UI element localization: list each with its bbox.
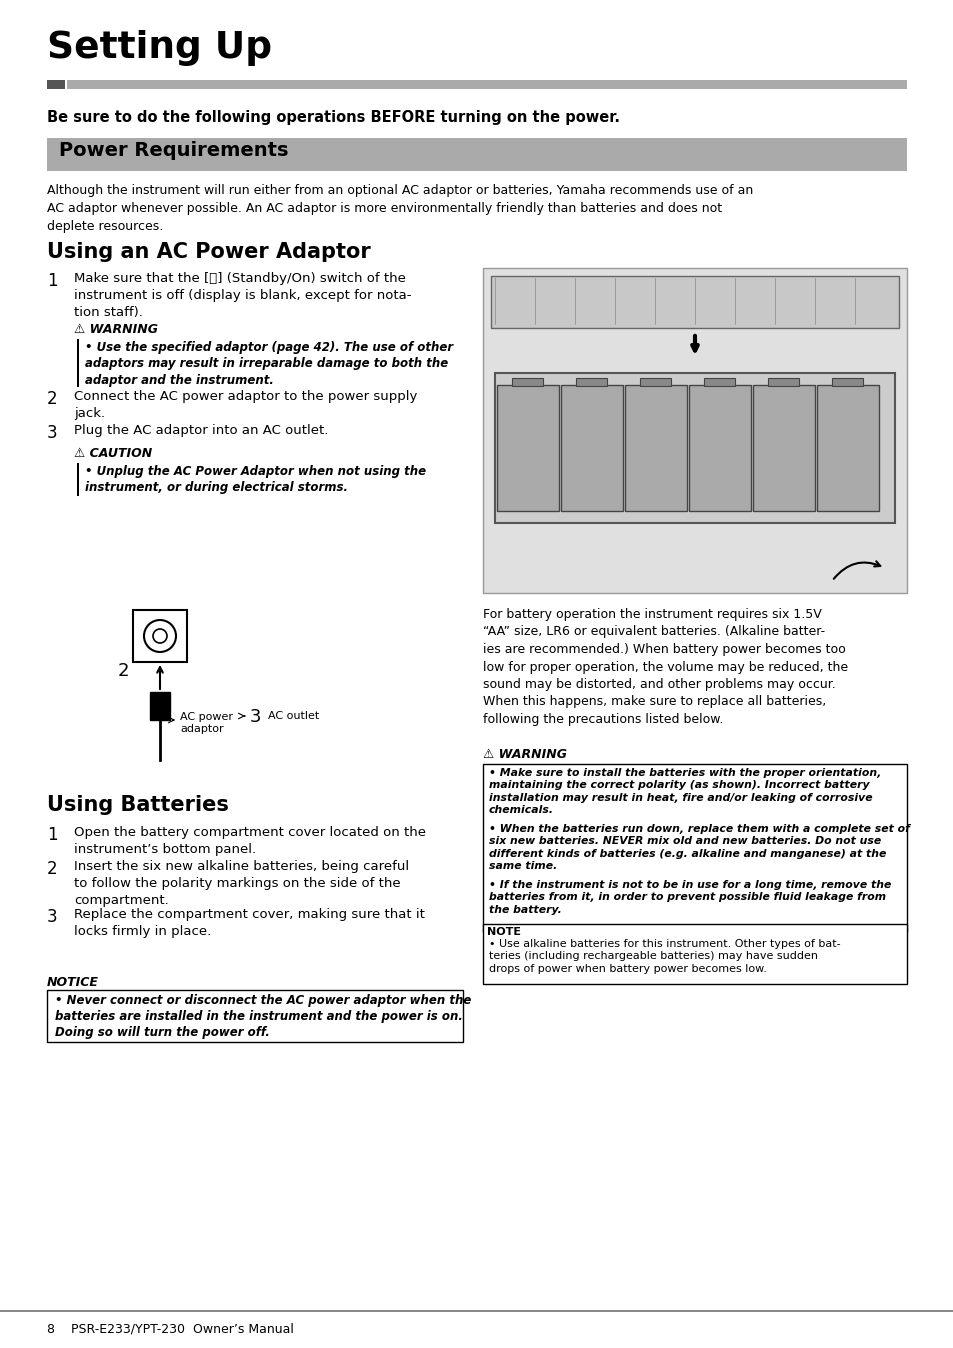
Bar <box>47 80 65 89</box>
Bar <box>560 386 622 511</box>
Text: 8    PSR-E233/YPT-230  Owner’s Manual: 8 PSR-E233/YPT-230 Owner’s Manual <box>47 1322 294 1335</box>
Text: 2: 2 <box>118 662 130 679</box>
Text: Connect the AC power adaptor to the power supply
jack.: Connect the AC power adaptor to the powe… <box>74 390 417 421</box>
Text: Replace the compartment cover, making sure that it
locks firmly in place.: Replace the compartment cover, making su… <box>74 909 424 938</box>
Bar <box>482 268 906 593</box>
Text: NOTICE: NOTICE <box>47 976 99 989</box>
Bar <box>67 80 906 89</box>
Bar <box>576 377 606 386</box>
Bar <box>831 377 862 386</box>
Bar <box>752 386 814 511</box>
Text: 1: 1 <box>47 272 57 290</box>
Text: 2: 2 <box>47 390 57 408</box>
Text: 2: 2 <box>47 860 57 878</box>
Text: Using Batteries: Using Batteries <box>47 795 229 816</box>
Bar <box>47 989 462 1042</box>
Bar <box>77 338 79 387</box>
Text: • When the batteries run down, replace them with a complete set of
six new batte: • When the batteries run down, replace t… <box>489 824 909 871</box>
Text: Plug the AC adaptor into an AC outlet.: Plug the AC adaptor into an AC outlet. <box>74 425 328 437</box>
Bar <box>497 386 558 511</box>
Bar <box>512 377 542 386</box>
Text: 3: 3 <box>47 425 57 442</box>
Text: AC power
adaptor: AC power adaptor <box>180 712 233 735</box>
Text: • Use the specified adaptor (page 42). The use of other
adaptors may result in i: • Use the specified adaptor (page 42). T… <box>85 341 453 387</box>
Bar <box>132 611 187 662</box>
Text: 1: 1 <box>47 826 57 844</box>
Text: • Never connect or disconnect the AC power adaptor when the
batteries are instal: • Never connect or disconnect the AC pow… <box>55 993 471 1039</box>
Circle shape <box>144 620 175 652</box>
Text: Setting Up: Setting Up <box>47 30 272 66</box>
Bar <box>688 386 750 511</box>
Circle shape <box>152 630 167 643</box>
Text: Power Requirements: Power Requirements <box>59 142 288 160</box>
Text: • Use alkaline batteries for this instrument. Other types of bat-
teries (includ: • Use alkaline batteries for this instru… <box>489 940 840 973</box>
Bar <box>47 137 906 171</box>
Text: Make sure that the [⭘] (Standby/On) switch of the
instrument is off (display is : Make sure that the [⭘] (Standby/On) swit… <box>74 272 411 319</box>
Bar <box>482 923 906 984</box>
Bar <box>639 377 670 386</box>
Text: NOTE: NOTE <box>486 927 520 937</box>
Text: • If the instrument is not to be in use for a long time, remove the
batteries fr: • If the instrument is not to be in use … <box>489 880 890 915</box>
Bar <box>77 462 79 496</box>
Text: ⚠ WARNING: ⚠ WARNING <box>74 324 158 336</box>
Bar <box>0 1310 953 1312</box>
Bar <box>624 386 686 511</box>
Text: • Unplug the AC Power Adaptor when not using the
instrument, or during electrica: • Unplug the AC Power Adaptor when not u… <box>85 465 426 495</box>
Text: ⚠ CAUTION: ⚠ CAUTION <box>74 448 152 460</box>
Text: Be sure to do the following operations BEFORE turning on the power.: Be sure to do the following operations B… <box>47 111 619 125</box>
Bar <box>482 764 906 931</box>
Bar <box>150 692 170 720</box>
Text: For battery operation the instrument requires six 1.5V
“AA” size, LR6 or equival: For battery operation the instrument req… <box>482 608 847 727</box>
Text: Although the instrument will run either from an optional AC adaptor or batteries: Although the instrument will run either … <box>47 183 753 233</box>
Text: Using an AC Power Adaptor: Using an AC Power Adaptor <box>47 243 371 262</box>
Bar <box>491 276 898 328</box>
Text: ⚠ WARNING: ⚠ WARNING <box>482 748 566 762</box>
Text: 3: 3 <box>250 708 261 727</box>
Text: 3: 3 <box>47 909 57 926</box>
Text: Open the battery compartment cover located on the
instrument’s bottom panel.: Open the battery compartment cover locat… <box>74 826 426 856</box>
Bar <box>703 377 734 386</box>
Bar <box>816 386 878 511</box>
Bar <box>767 377 799 386</box>
Text: Insert the six new alkaline batteries, being careful
to follow the polarity mark: Insert the six new alkaline batteries, b… <box>74 860 409 907</box>
Bar <box>495 373 894 523</box>
Text: AC outlet: AC outlet <box>268 710 319 721</box>
Text: • Make sure to install the batteries with the proper orientation,
maintaining th: • Make sure to install the batteries wit… <box>489 768 881 816</box>
